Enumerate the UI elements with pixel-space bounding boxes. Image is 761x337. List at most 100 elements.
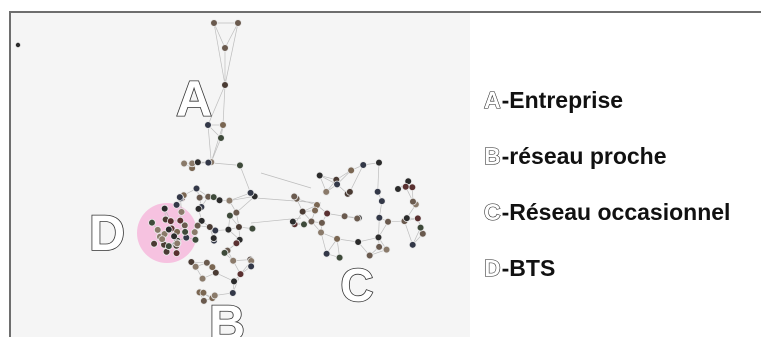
graph-node bbox=[211, 226, 220, 235]
graph-node bbox=[173, 239, 181, 248]
graph-node bbox=[204, 121, 212, 129]
graph-node bbox=[200, 297, 208, 305]
cluster-label-b: B bbox=[209, 295, 245, 337]
graph-node bbox=[209, 193, 218, 201]
graph-node bbox=[318, 219, 326, 227]
legend-item-reseau-proche: B-réseau proche bbox=[483, 142, 666, 170]
graph-node bbox=[375, 243, 383, 251]
graph-node bbox=[181, 228, 189, 236]
network-graph-panel: A B C D bbox=[11, 13, 470, 337]
graph-node bbox=[187, 258, 196, 266]
graph-node bbox=[335, 253, 344, 262]
graph-node bbox=[170, 232, 178, 241]
graph-edge bbox=[210, 124, 224, 163]
graph-node bbox=[209, 234, 218, 242]
graph-node bbox=[212, 268, 220, 277]
graph-node bbox=[219, 121, 227, 129]
graph-edge bbox=[377, 162, 380, 192]
cluster-label-c: C bbox=[340, 259, 373, 311]
graph-node bbox=[204, 158, 213, 167]
graph-node bbox=[221, 44, 229, 52]
graph-node bbox=[164, 242, 173, 250]
graph-node bbox=[236, 270, 245, 278]
graph-node bbox=[346, 188, 354, 196]
graph-node bbox=[15, 41, 21, 48]
graph-node bbox=[220, 249, 229, 257]
graph-edge bbox=[229, 195, 255, 202]
cluster-label-a: A bbox=[176, 71, 212, 127]
graph-node bbox=[166, 217, 175, 225]
graph-node bbox=[353, 214, 362, 223]
graph-node bbox=[221, 81, 229, 89]
graph-node bbox=[153, 226, 162, 234]
graph-node bbox=[191, 235, 200, 244]
legend-key-a: A bbox=[483, 86, 501, 113]
graph-node bbox=[394, 185, 402, 193]
network-graph: A B C D bbox=[15, 19, 427, 337]
graph-node bbox=[165, 225, 173, 234]
graph-node bbox=[150, 239, 158, 248]
graph-node bbox=[191, 262, 200, 271]
graph-node bbox=[375, 213, 384, 222]
graph-node bbox=[194, 205, 203, 213]
graph-node bbox=[298, 207, 307, 216]
graph-edge bbox=[349, 164, 364, 193]
graph-node bbox=[160, 204, 169, 213]
graph-node bbox=[416, 223, 425, 232]
graph-edge bbox=[224, 22, 239, 86]
graph-node bbox=[210, 291, 219, 300]
graph-node bbox=[375, 158, 383, 167]
graph-node bbox=[290, 192, 299, 201]
graph-node bbox=[311, 206, 319, 215]
graph-node bbox=[378, 197, 386, 205]
legend-key-d: D bbox=[483, 254, 501, 281]
graph-node bbox=[317, 228, 325, 237]
legend-text-entreprise: -Entreprise bbox=[501, 87, 624, 113]
legend-key-c: C bbox=[483, 198, 501, 225]
graph-node bbox=[215, 196, 224, 204]
legend-item-reseau-occasionnel: C-Réseau occasionnel bbox=[483, 198, 731, 226]
legend-text-reseau-occasionnel: -Réseau occasionnel bbox=[501, 199, 731, 225]
graph-node bbox=[340, 212, 349, 221]
graph-node bbox=[373, 187, 382, 196]
graph-node bbox=[158, 235, 166, 243]
frame-left-border bbox=[9, 11, 11, 337]
graph-node bbox=[354, 238, 362, 246]
graph-node bbox=[246, 189, 255, 197]
graph-node bbox=[224, 225, 233, 234]
frame-top-border bbox=[9, 11, 761, 13]
graph-edge bbox=[207, 84, 226, 126]
graph-edge bbox=[224, 22, 239, 49]
graph-node bbox=[195, 193, 204, 202]
graph-node bbox=[300, 220, 308, 229]
graph-node bbox=[365, 251, 374, 260]
graph-node bbox=[235, 223, 243, 231]
graph-node bbox=[199, 288, 208, 297]
graph-node bbox=[315, 171, 324, 180]
graph-node bbox=[414, 214, 422, 223]
graph-node bbox=[409, 197, 417, 206]
graph-edge bbox=[404, 220, 414, 245]
graph-node bbox=[203, 259, 211, 267]
graph-node bbox=[234, 19, 242, 27]
graph-node bbox=[172, 249, 181, 257]
graph-node bbox=[208, 263, 217, 271]
graph-edge bbox=[210, 137, 222, 163]
graph-node bbox=[248, 224, 257, 233]
legend-text-bts: -BTS bbox=[501, 255, 556, 281]
graph-edge bbox=[207, 124, 212, 163]
graph-node bbox=[176, 193, 184, 201]
graph-node bbox=[194, 158, 202, 167]
graph-node bbox=[236, 161, 244, 170]
graph-node bbox=[177, 208, 186, 216]
graph-node bbox=[205, 223, 214, 231]
graph-node bbox=[401, 183, 410, 191]
graph-edge bbox=[239, 165, 251, 194]
graph-edge bbox=[236, 196, 255, 213]
graph-node bbox=[225, 196, 234, 205]
graph-edge bbox=[255, 197, 322, 204]
graph-node bbox=[408, 241, 417, 249]
graph-node bbox=[408, 183, 417, 192]
graph-node bbox=[333, 235, 341, 243]
graph-edge bbox=[222, 84, 226, 126]
